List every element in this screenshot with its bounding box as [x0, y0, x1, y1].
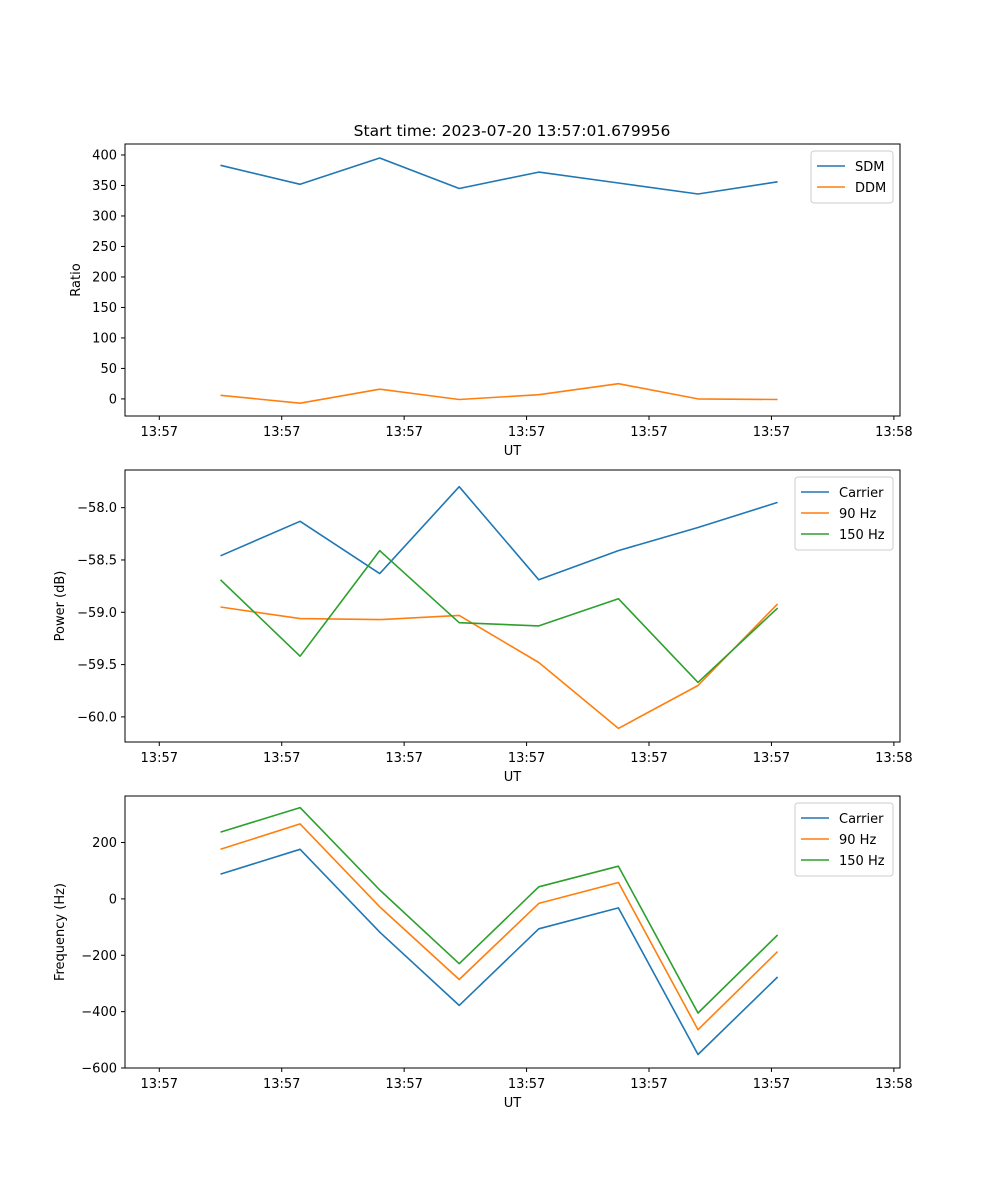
x-tick-label: 13:57	[263, 1077, 300, 1092]
x-tick-label: 13:58	[875, 751, 912, 766]
y-tick-label: 200	[92, 836, 117, 851]
y-tick-label: 150	[92, 301, 117, 316]
x-tick-label: 13:57	[753, 1077, 790, 1092]
chart-title: Start time: 2023-07-20 13:57:01.679956	[354, 122, 671, 140]
legend-frame	[794, 802, 894, 877]
legend-label: Carrier	[839, 812, 884, 827]
x-tick-label: 13:57	[630, 751, 667, 766]
y-axis-label: Ratio	[69, 263, 84, 296]
panel-2: 13:57 13:57 13:57 13:57 13:57 13:57 13:58 −60.0…	[53, 469, 913, 785]
panel-3: 13:57 13:57 13:57 13:57 13:57 13:57 13:58 −600 −…	[53, 795, 913, 1111]
y-tick-label: 400	[92, 148, 117, 163]
legend-frame	[810, 150, 894, 204]
x-tick-label: 13:58	[875, 1077, 912, 1092]
y-tick-label: −58.0	[77, 501, 117, 516]
series-line-carrier	[220, 485, 778, 581]
series-line-150-hz	[219, 549, 779, 684]
x-axis-label: UT	[504, 1096, 522, 1111]
y-tick-label: 350	[92, 179, 117, 194]
x-tick-label: 13:57	[508, 751, 545, 766]
y-tick-label: −400	[81, 1005, 117, 1020]
x-tick-label: 13:57	[753, 751, 790, 766]
legend-label: Carrier	[839, 486, 884, 501]
y-tick-label: 0	[109, 892, 117, 907]
x-tick-label: 13:57	[385, 425, 422, 440]
x-tick-label: 13:57	[753, 425, 790, 440]
x-tick-label: 13:57	[385, 751, 422, 766]
y-tick-label: 250	[92, 240, 117, 255]
series-line-90-hz	[220, 603, 779, 730]
y-tick-label: 100	[92, 331, 117, 346]
y-tick-label: 50	[100, 362, 117, 377]
series-line-carrier	[220, 848, 779, 1056]
x-tick-label: 13:57	[508, 1077, 545, 1092]
series-line-ddm	[220, 382, 778, 405]
legend-label: 90 Hz	[839, 507, 876, 522]
x-tick-label: 13:58	[875, 425, 912, 440]
x-tick-label: 13:57	[508, 425, 545, 440]
y-tick-label: 0	[109, 392, 117, 407]
legend-label: SDM	[855, 160, 884, 175]
series-line-150-hz	[220, 806, 779, 1014]
legend: Carrier 90 Hz 150 Hz	[794, 476, 894, 551]
y-tick-label: −58.5	[77, 553, 117, 568]
legend: Carrier 90 Hz 150 Hz	[794, 802, 894, 877]
series-line-sdm	[220, 157, 778, 195]
y-tick-label: −59.5	[77, 658, 117, 673]
x-tick-label: 13:57	[630, 425, 667, 440]
x-tick-label: 13:57	[630, 1077, 667, 1092]
legend-label: 150 Hz	[839, 528, 885, 543]
y-tick-label: −60.0	[77, 710, 117, 725]
y-tick-label: −200	[81, 949, 117, 964]
x-tick-label: 13:57	[385, 1077, 422, 1092]
legend-label: 150 Hz	[839, 854, 885, 869]
plot-area	[124, 143, 901, 417]
series-line-90-hz	[220, 823, 779, 1031]
x-axis-label: UT	[504, 770, 522, 785]
y-tick-label: −600	[81, 1062, 117, 1077]
x-tick-label: 13:57	[141, 751, 178, 766]
x-tick-label: 13:57	[141, 425, 178, 440]
x-axis-label: UT	[504, 444, 522, 459]
y-axis-label: Frequency (Hz)	[53, 883, 68, 981]
x-tick-label: 13:57	[263, 751, 300, 766]
y-tick-label: 300	[92, 209, 117, 224]
y-axis-label: Power (dB)	[53, 571, 68, 642]
y-tick-label: 200	[92, 270, 117, 285]
plot-area	[124, 795, 901, 1069]
plot-area	[124, 469, 901, 743]
panel-1: 13:57 13:57 13:57 13:57 13:57 13:57 13:58 0 50 10…	[69, 143, 913, 459]
legend: SDM DDM	[810, 150, 894, 204]
x-tick-label: 13:57	[141, 1077, 178, 1092]
y-tick-label: −59.0	[77, 606, 117, 621]
legend-label: DDM	[855, 181, 886, 196]
legend-frame	[794, 476, 894, 551]
legend-label: 90 Hz	[839, 833, 876, 848]
x-tick-label: 13:57	[263, 425, 300, 440]
